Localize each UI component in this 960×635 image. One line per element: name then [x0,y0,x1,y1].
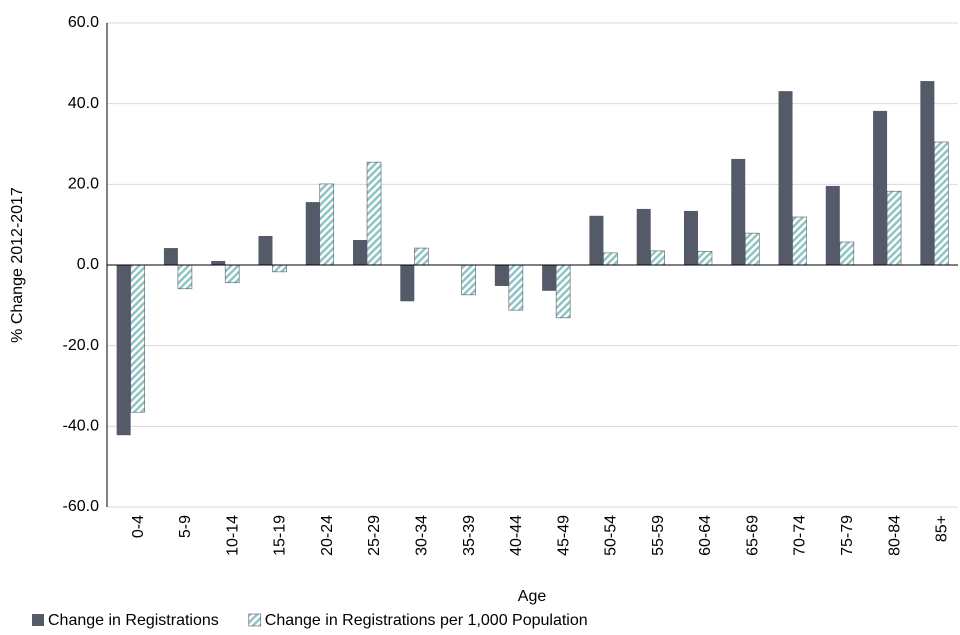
bar [683,210,698,265]
x-tick-label: 25-29 [366,515,383,556]
x-tick-label: 50-54 [603,515,620,556]
x-tick-label: 70-74 [792,515,809,556]
bar [603,252,618,266]
bar [697,250,713,266]
bar [508,264,524,311]
bar [272,264,287,273]
x-axis-label: Age [518,588,547,605]
bar [886,190,902,266]
x-tick-label: 5-9 [177,515,194,538]
x-tick-label: 40-44 [508,515,525,556]
bar [400,265,415,302]
bar [414,247,429,266]
legend-label: Change in Registrations [48,612,219,629]
y-tick-label: 60.0 [68,14,99,31]
legend-swatch [32,614,44,626]
y-tick-label: 40.0 [68,95,99,112]
bar [305,202,320,265]
x-tick-label: 35-39 [461,515,478,556]
bar [542,265,557,291]
x-tick-label: 80-84 [886,515,903,556]
y-tick-label: -40.0 [63,418,100,435]
bar [353,239,368,265]
x-tick-label: 0-4 [130,515,147,538]
bar [163,248,178,265]
x-tick-label: 10-14 [224,515,241,556]
bar [744,232,760,266]
bar [116,265,131,436]
bar [778,91,793,265]
y-axis-label: % Change 2012-2017 [9,187,26,343]
y-tick-label: -20.0 [63,337,100,354]
bar [934,141,949,266]
bar [920,81,935,265]
bar [650,250,665,266]
y-tick-label: 20.0 [68,176,99,193]
y-tick-label: -60.0 [63,498,100,515]
bar [555,264,571,319]
bar [494,265,509,286]
bar [873,110,888,265]
x-tick-label: 85+ [934,515,951,542]
bar [636,208,651,265]
legend-swatch [248,613,262,627]
x-tick-label: 15-19 [272,515,289,556]
x-tick-label: 65-69 [744,515,761,556]
x-tick-label: 75-79 [839,515,856,556]
bar [177,264,193,290]
bar [130,264,145,413]
bar [731,158,746,265]
bar [211,260,226,265]
bar [224,264,240,284]
bar [589,215,604,265]
x-tick-label: 20-24 [319,515,336,556]
legend-label: Change in Registrations per 1,000 Popula… [265,612,588,629]
bar [792,216,807,266]
bar [366,161,382,266]
x-tick-label: 60-64 [697,515,714,556]
bar [839,241,855,266]
bar [258,235,273,265]
bar [461,264,476,296]
bar [319,183,335,266]
y-tick-label: 0.0 [77,256,99,273]
x-tick-label: 55-59 [650,515,667,556]
x-tick-label: 45-49 [555,515,572,556]
x-tick-label: 30-34 [414,515,431,556]
bar [825,185,840,265]
